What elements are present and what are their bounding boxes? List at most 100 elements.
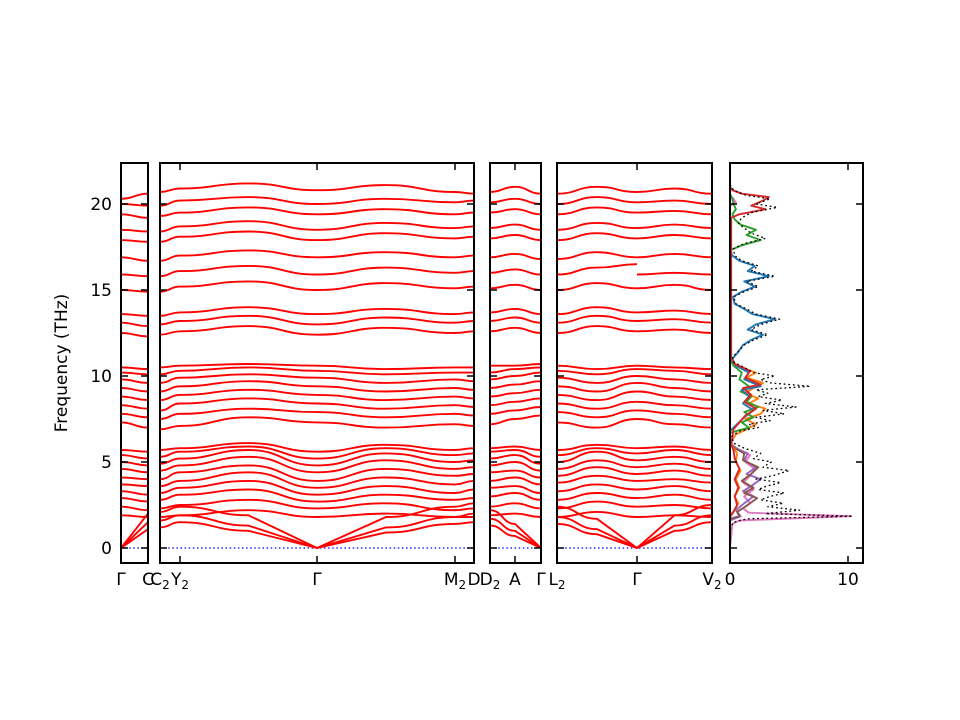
phonon-band-line [489, 371, 542, 381]
band-panels: Γ CC2 Y2 Γ M2 D D2 A Γ L2 Γ V2 [116, 162, 722, 592]
phonon-band-line [556, 409, 713, 419]
phonon-band-line [556, 251, 713, 260]
y-tick-label: 15 [90, 281, 112, 301]
phonon-band-line [489, 388, 542, 398]
phonon-band-line [120, 332, 149, 338]
phonon-band-line [159, 397, 475, 412]
phonon-band-line [489, 517, 542, 549]
band-panel-2: C2 Y2 Γ M2 D [150, 162, 481, 592]
phonon-band-line [556, 196, 713, 205]
phonon-band-line [159, 314, 475, 326]
phonon-band-line [120, 228, 149, 233]
phonon-band-line [556, 221, 713, 231]
phonon-band-line [489, 197, 542, 205]
phonon-band-line [489, 454, 542, 465]
phonon-band-line [556, 390, 713, 402]
phonon-band-line [636, 271, 713, 276]
phonon-band-line [489, 366, 542, 374]
dos-curve-proj-brown [729, 442, 760, 520]
kpoint-label: Γ [312, 570, 322, 590]
phonon-band-line [556, 314, 713, 324]
phonon-band-line [489, 414, 542, 426]
phonon-band-line [556, 450, 713, 463]
phonon-band-line [489, 307, 542, 316]
phonon-band-line [556, 206, 713, 216]
phonon-band-line [120, 321, 149, 328]
phonon-band-line [159, 521, 475, 549]
phonon-band-line [120, 239, 149, 243]
phonon-band-line [556, 232, 713, 242]
phonon-band-line [556, 483, 713, 493]
phonon-band-line [159, 196, 475, 207]
y-tick-label: 20 [90, 195, 112, 215]
kpoint-label: A [509, 570, 521, 590]
phonon-band-line [489, 363, 542, 367]
phonon-band-line [120, 505, 149, 512]
phonon-band-line [120, 213, 149, 219]
phonon-band-line [489, 406, 542, 415]
dos-panel: 0 10 [725, 162, 864, 590]
phonon-band-line [159, 325, 475, 336]
dos-curve-proj-purple [729, 442, 762, 522]
phonon-band-line [120, 192, 149, 200]
phonon-band-line [556, 325, 713, 334]
kpoint-label: Y2 [170, 570, 189, 592]
phonon-band-line [489, 234, 542, 242]
phonon-band-line [489, 283, 542, 291]
phonon-band-line [159, 512, 475, 549]
phonon-band-line [489, 223, 542, 231]
phonon-band-line [120, 378, 149, 384]
phonon-band-line [489, 449, 542, 458]
phonon-band-line [120, 371, 149, 376]
phonon-band-line [489, 252, 542, 260]
phonon-band-line [556, 400, 713, 410]
phonon-band-line [556, 459, 713, 470]
phonon-band-line [489, 492, 542, 501]
phonon-band-line [556, 375, 713, 384]
phonon-band-line [120, 449, 149, 453]
phonon-band-line [159, 442, 475, 453]
phonon-band-line [120, 454, 149, 460]
phonon-band-line [120, 483, 149, 488]
kpoint-label: D [467, 570, 480, 590]
phonon-band-line [159, 498, 475, 512]
kpoint-label: C2 [150, 570, 170, 592]
dos-curve-proj-green [729, 193, 762, 434]
phonon-band-line [556, 381, 713, 393]
phonon-band-line [489, 485, 542, 494]
phonon-band-line [159, 407, 475, 420]
phonon-band-line [159, 264, 475, 278]
dos-xtick-label: 10 [837, 570, 859, 590]
phonon-band-line [489, 397, 542, 407]
phonon-band-line [120, 476, 149, 481]
phonon-band-line [120, 497, 149, 503]
phonon-band-line [489, 509, 542, 549]
phonon-band-line [489, 512, 542, 518]
kpoint-label: Γ [632, 570, 642, 590]
phonon-band-line [556, 504, 713, 549]
phonon-band-line [159, 220, 475, 233]
phonon-band-line [556, 185, 713, 195]
phonon-band-line [159, 373, 475, 384]
phonon-band-line [489, 524, 542, 549]
phonon-band-line [120, 404, 149, 410]
phonon-band-line [489, 461, 542, 472]
phonon-band-line [159, 471, 475, 489]
band-panel-4: L2 Γ V2 [548, 162, 722, 592]
phonon-band-line [556, 364, 713, 371]
phonon-band-line [120, 387, 149, 393]
kpoint-label: M2 [444, 570, 466, 592]
phonon-band-line [556, 263, 638, 276]
phonon-band-line [159, 479, 475, 496]
phonon-band-line [556, 447, 713, 457]
phonon-band-line [159, 366, 474, 376]
dos-curve-total-dos [729, 184, 854, 549]
phonon-band-line [489, 185, 542, 195]
phonon-band-line [159, 306, 475, 317]
band-panel-3: D2 A Γ [480, 162, 546, 592]
phonon-band-line [556, 418, 713, 429]
y-tick-label: 5 [101, 453, 112, 473]
phonon-band-line [159, 363, 474, 371]
phonon-band-line [489, 326, 542, 334]
